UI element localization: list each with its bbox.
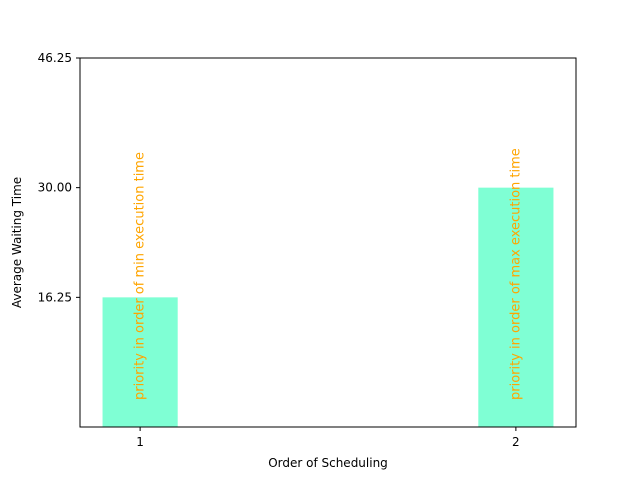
y-tick-label-30.00: 30.00 bbox=[38, 181, 72, 195]
x-tick-label-1: 1 bbox=[136, 435, 144, 449]
x-tick-label-2: 2 bbox=[512, 435, 520, 449]
bar-1 bbox=[102, 297, 178, 427]
bar-label-1: priority in order of min execution time bbox=[133, 152, 148, 400]
y-ticks: 16.25 30.00 46.25 bbox=[38, 51, 80, 304]
bars bbox=[102, 187, 554, 427]
bar-labels: priority in order of min execution time p… bbox=[133, 148, 524, 400]
x-axis-label: Order of Scheduling bbox=[268, 456, 388, 470]
bar-label-2: priority in order of max execution time bbox=[508, 148, 523, 400]
y-tick-label-46.25: 46.25 bbox=[38, 51, 72, 65]
y-axis-label: Average Waiting Time bbox=[10, 177, 24, 308]
bar-2 bbox=[478, 187, 554, 427]
plot-frame bbox=[79, 57, 577, 428]
y-tick-label-16.25: 16.25 bbox=[38, 290, 72, 304]
